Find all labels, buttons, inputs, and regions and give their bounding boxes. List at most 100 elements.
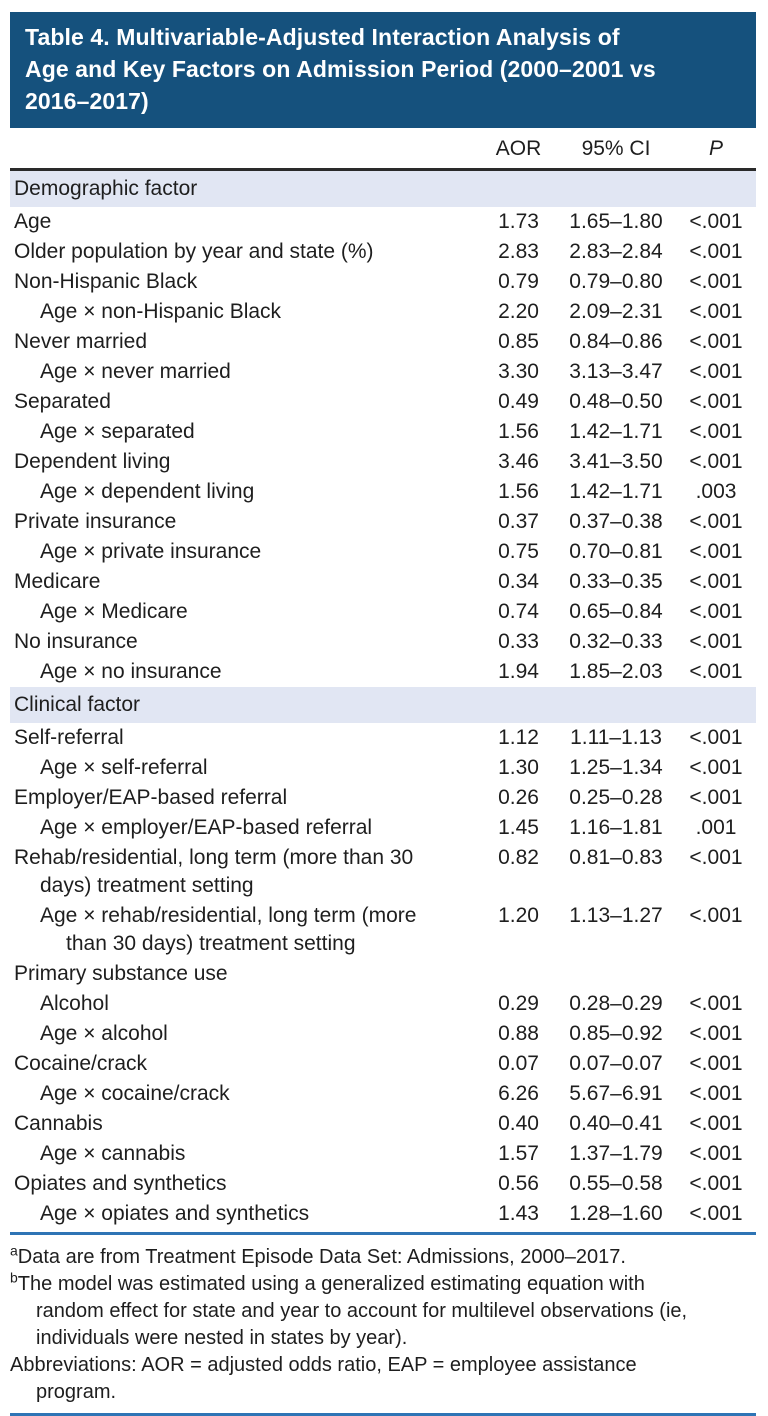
p-cell: <.001 — [689, 756, 743, 779]
table-row: Cocaine/crack 0.07 0.07–0.07 <.001 — [10, 1049, 756, 1079]
factor-label-cell: Age × employer/EAP-based referral — [40, 816, 373, 839]
p-cell: <.001 — [689, 660, 743, 683]
p-cell: <.001 — [689, 992, 743, 1015]
factor-label-cell: Cannabis — [14, 1112, 103, 1135]
factor-label-cell: Cocaine/crack — [14, 1052, 148, 1075]
table-row: Age 1.73 1.65–1.80 <.001 — [10, 207, 756, 237]
p-cell: <.001 — [689, 846, 743, 869]
table-row: Medicare 0.34 0.33–0.35 <.001 — [10, 567, 756, 597]
p-cell: <.001 — [689, 1022, 743, 1045]
table-row: Age × employer/EAP-based referral 1.45 1.1… — [10, 813, 756, 843]
factor-label-cell: Age × rehab/residential, long term (more… — [40, 904, 417, 955]
table-row: Age × cocaine/crack 6.26 5.67–6.91 <.001 — [10, 1079, 756, 1109]
p-cell: <.001 — [689, 630, 743, 653]
table-header: AOR 95% CI P — [10, 128, 756, 170]
aor-cell: 0.49 — [498, 390, 539, 413]
ci-cell: 0.33–0.35 — [569, 570, 663, 593]
p-cell: <.001 — [689, 570, 743, 593]
p-cell: <.001 — [689, 600, 743, 623]
footnote-b: bThe model was estimated using a general… — [10, 1269, 756, 1352]
factor-label-cell: Medicare — [14, 570, 101, 593]
ci-cell: 5.67–6.91 — [569, 1082, 663, 1105]
p-cell: <.001 — [689, 240, 743, 263]
aor-cell: 1.20 — [498, 904, 539, 927]
ci-cell: 0.40–0.41 — [569, 1112, 663, 1135]
factor-label-cell: Alcohol — [40, 992, 109, 1015]
table-row: Rehab/residential, long term (more than … — [10, 843, 756, 901]
factor-column-header — [10, 128, 481, 170]
ci-cell: 2.83–2.84 — [569, 240, 663, 263]
aor-cell: 0.82 — [498, 846, 539, 869]
ci-cell: 0.84–0.86 — [569, 330, 663, 353]
aor-cell: 1.73 — [498, 210, 539, 233]
factor-label-cell: No insurance — [14, 630, 138, 653]
ci-cell: 1.65–1.80 — [569, 210, 663, 233]
factor-label-cell: Age × no insurance — [40, 660, 222, 683]
ci-cell: 0.85–0.92 — [569, 1022, 663, 1045]
ci-cell: 0.28–0.29 — [569, 992, 663, 1015]
table-row: Dependent living 3.46 3.41–3.50 <.001 — [10, 447, 756, 477]
factor-label-cell: Age × non-Hispanic Black — [40, 300, 282, 323]
aor-cell: 0.29 — [498, 992, 539, 1015]
p-cell — [676, 959, 756, 989]
ci-cell: 0.79–0.80 — [569, 270, 663, 293]
table-row: Age × Medicare 0.74 0.65–0.84 <.001 — [10, 597, 756, 627]
p-cell: <.001 — [689, 1202, 743, 1225]
ci-cell: 3.13–3.47 — [569, 360, 663, 383]
aor-cell: 1.30 — [498, 756, 539, 779]
footnote-abbreviations: Abbreviations: AOR = adjusted odds ratio… — [10, 1352, 756, 1406]
aor-cell: 0.85 — [498, 330, 539, 353]
p-cell: <.001 — [689, 1052, 743, 1075]
factor-label-cell: Separated — [14, 390, 111, 413]
aor-cell: 0.88 — [498, 1022, 539, 1045]
table-row: Cannabis 0.40 0.40–0.41 <.001 — [10, 1109, 756, 1139]
aor-cell: 1.43 — [498, 1202, 539, 1225]
factor-label-cell: Age × dependent living — [40, 480, 255, 503]
factor-label-cell: Age × alcohol — [40, 1022, 168, 1045]
p-cell: .001 — [695, 816, 737, 839]
aor-cell: 2.83 — [498, 240, 539, 263]
factor-label-cell: Opiates and synthetics — [14, 1172, 227, 1195]
aor-column-header: AOR — [495, 137, 542, 160]
aor-cell: 1.56 — [498, 420, 539, 443]
table-row: Age × non-Hispanic Black 2.20 2.09–2.31 <.0… — [10, 297, 756, 327]
aor-cell: 1.57 — [498, 1142, 539, 1165]
table-row: Separated 0.49 0.48–0.50 <.001 — [10, 387, 756, 417]
aor-cell: 1.56 — [498, 480, 539, 503]
ci-cell: 0.25–0.28 — [569, 786, 663, 809]
ci-cell: 1.42–1.71 — [569, 480, 663, 503]
aor-cell: 3.46 — [498, 450, 539, 473]
p-cell: <.001 — [689, 904, 743, 927]
table-row: Non-Hispanic Black 0.79 0.79–0.80 <.001 — [10, 267, 756, 297]
table-row: Age × rehab/residential, long term (more… — [10, 901, 756, 959]
p-cell: <.001 — [689, 300, 743, 323]
footnote-a: aData are from Treatment Episode Data Se… — [10, 1243, 756, 1271]
aor-cell: 0.26 — [498, 786, 539, 809]
p-cell: .003 — [695, 480, 737, 503]
ci-column-header: 95% CI — [581, 137, 651, 160]
p-cell: <.001 — [689, 1172, 743, 1195]
table-row: Employer/EAP-based referral 0.26 0.25–0.28… — [10, 783, 756, 813]
p-cell: <.001 — [689, 360, 743, 383]
p-cell: <.001 — [689, 726, 743, 749]
p-cell: <.001 — [689, 1142, 743, 1165]
factor-label-cell: Age × cannabis — [40, 1142, 186, 1165]
table-row: Never married 0.85 0.84–0.86 <.001 — [10, 327, 756, 357]
section-header: Demographic factor — [10, 169, 756, 207]
p-cell: <.001 — [689, 510, 743, 533]
factor-label-cell: Older population by year and state (%) — [14, 240, 374, 263]
aor-cell: 3.30 — [498, 360, 539, 383]
p-cell: <.001 — [689, 450, 743, 473]
ci-cell: 1.28–1.60 — [569, 1202, 663, 1225]
ci-cell: 0.07–0.07 — [569, 1052, 663, 1075]
aor-cell: 6.26 — [498, 1082, 539, 1105]
footnote-b-marker: b — [10, 1269, 18, 1286]
table-row: No insurance 0.33 0.32–0.33 <.001 — [10, 627, 756, 657]
section-header-row: Demographic factor — [10, 169, 756, 207]
factor-label-cell: Never married — [14, 330, 148, 353]
p-column-header: P — [708, 137, 723, 160]
table-row: Age × alcohol 0.88 0.85–0.92 <.001 — [10, 1019, 756, 1049]
aor-cell: 0.56 — [498, 1172, 539, 1195]
p-cell: <.001 — [689, 270, 743, 293]
factor-label-cell: Age × separated — [40, 420, 195, 443]
